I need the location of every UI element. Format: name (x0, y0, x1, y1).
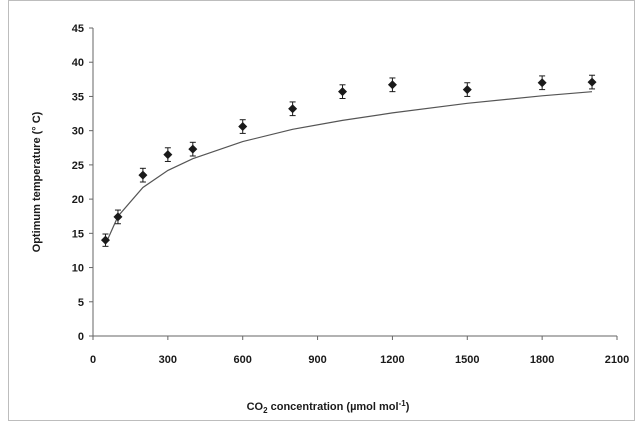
x-axis-ticks: 0 300 600 900 1200 1500 1800 2100 (90, 336, 629, 366)
data-point-diamond (238, 122, 248, 132)
data-point-diamond (138, 170, 148, 180)
x-tick-label: 300 (159, 354, 177, 366)
x-tick-label: 900 (308, 354, 326, 366)
y-tick-label: 15 (72, 228, 84, 240)
y-tick-label: 35 (72, 91, 84, 103)
y-tick-label: 20 (72, 194, 84, 206)
data-point-diamond (338, 87, 348, 97)
data-point-diamond (100, 235, 110, 245)
x-axis-title-subscript: 2 (263, 406, 268, 415)
x-axis-title-main: concentration (µmol mol (268, 401, 399, 413)
y-tick-label: 25 (72, 160, 84, 172)
y-tick-label: 30 (72, 126, 84, 138)
data-point-diamond (537, 78, 547, 88)
x-tick-label: 1200 (380, 354, 404, 366)
y-tick-label: 5 (78, 297, 84, 309)
x-tick-label: 2100 (605, 354, 629, 366)
y-tick-label: 40 (72, 57, 84, 69)
plot-area: 0 300 600 900 1200 1500 1800 2100 0 5 10 15 20 25 30 3… (72, 23, 629, 366)
chart-border (8, 0, 635, 421)
x-tick-label: 0 (90, 354, 96, 366)
data-point-diamond (387, 80, 397, 90)
x-axis-title-prefix: CO (247, 401, 264, 413)
data-point-diamond (188, 144, 198, 154)
y-axis-ticks: 0 5 10 15 20 25 30 35 40 45 (72, 23, 93, 343)
data-point-diamond (163, 150, 173, 160)
y-tick-label: 10 (72, 263, 84, 275)
y-tick-label: 0 (78, 331, 84, 343)
y-axis-title: Optimum temperature (° C) (31, 111, 43, 252)
fit-curve (104, 91, 593, 245)
data-point-diamond (113, 212, 123, 222)
x-axis-title-superscript: -1 (399, 399, 407, 408)
x-tick-label: 1800 (530, 354, 554, 366)
x-axis-title: CO2 concentration (µmol mol-1) (247, 399, 410, 415)
y-tick-label: 45 (72, 23, 84, 35)
data-point-diamond (587, 77, 597, 87)
data-point-diamond (462, 85, 472, 95)
x-tick-label: 1500 (455, 354, 479, 366)
data-point-diamond (288, 104, 298, 114)
data-points (100, 74, 597, 247)
x-tick-label: 600 (234, 354, 252, 366)
x-axis-title-suffix: ) (406, 401, 410, 413)
